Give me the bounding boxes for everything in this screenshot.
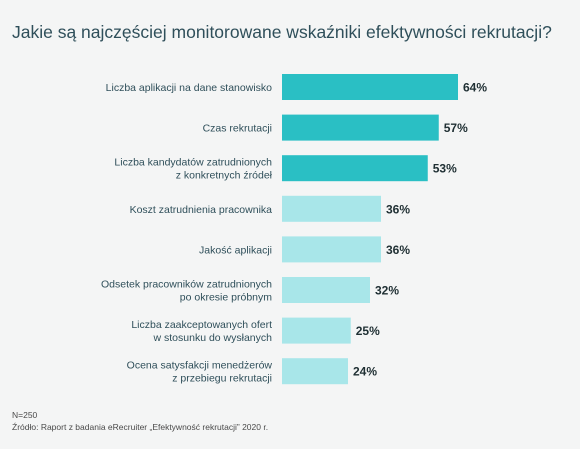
category-label-5: Jakość aplikacji [199, 244, 272, 256]
category-label-6: Odsetek pracowników zatrudnionych po okre… [101, 279, 272, 304]
category-label-3: Liczba kandydatów zatrudnionych z konkret… [114, 157, 272, 182]
chart-title: Jakie są najczęściej monitorowane wskaźn… [12, 22, 552, 42]
value-label-5: 36% [386, 243, 410, 257]
source-note: Źródło: Raport z badania eRecruiter „Efe… [12, 422, 269, 432]
chart-footer: N=250 Źródło: Raport z badania eRecruite… [12, 409, 268, 433]
bar-3 [282, 155, 428, 182]
bar-8 [282, 358, 348, 385]
bar-1 [282, 74, 458, 100]
bar-7 [282, 317, 351, 344]
category-label-1: Liczba aplikacji na dane stanowisko [106, 82, 273, 94]
bar-5 [282, 236, 381, 263]
category-label-7: Liczba zaakceptowanych ofert w stosunku d… [131, 319, 272, 344]
value-label-3: 53% [433, 162, 457, 176]
sample-size: N=250 [12, 410, 38, 420]
bars-group: 64% Liczba aplikacji na dane stanowisko 57… [101, 74, 487, 385]
bar-6 [282, 277, 370, 303]
value-label-1: 64% [463, 81, 487, 95]
value-label-4: 36% [386, 202, 410, 216]
bar-2 [282, 114, 439, 141]
value-label-8: 24% [353, 365, 377, 379]
category-label-2: Czas rekrutacji [203, 123, 272, 135]
value-label-6: 32% [375, 284, 399, 298]
bar-4 [282, 195, 381, 222]
value-label-2: 57% [444, 121, 468, 135]
value-label-7: 25% [356, 324, 380, 338]
category-label-4: Koszt zatrudnienia pracownika [130, 204, 273, 216]
category-label-8: Ocena satysfakcji menedżerów z przebiegu … [127, 360, 273, 385]
